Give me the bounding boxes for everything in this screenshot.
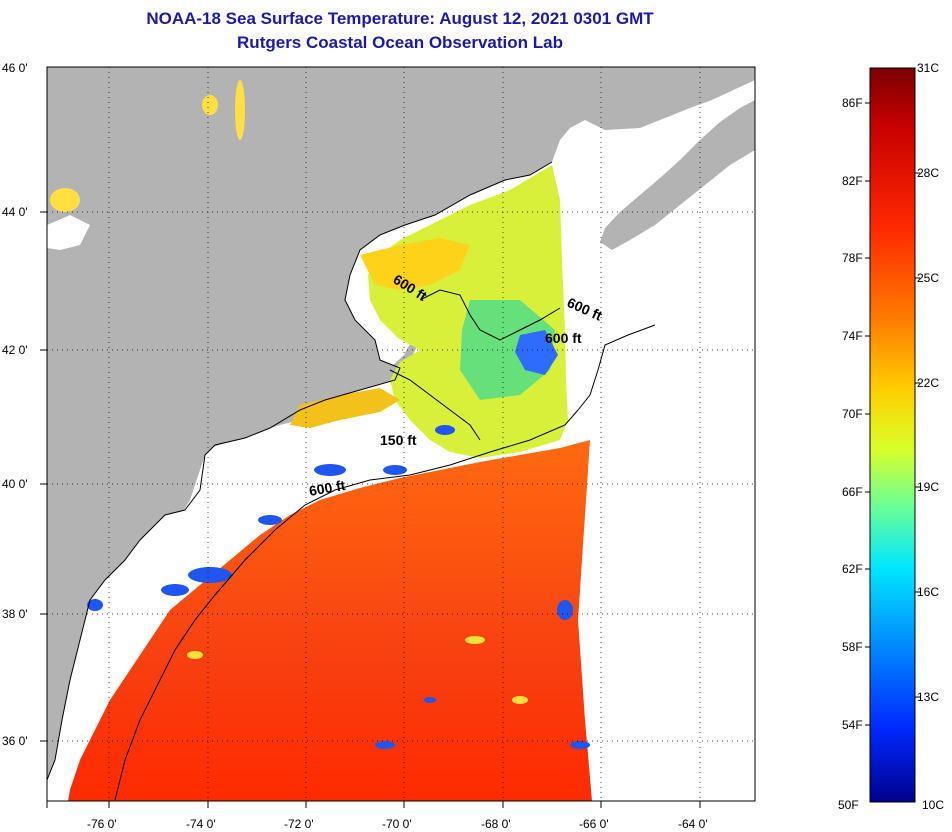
lon-label: -72 0' — [284, 817, 314, 831]
lat-label: 36 0' — [2, 734, 28, 748]
sst-coastal-yellow — [290, 388, 400, 428]
lon-label: -64 0' — [678, 817, 708, 831]
land-cape-cod — [392, 340, 418, 372]
c-label: 19C — [917, 480, 939, 494]
c-label: 13C — [917, 690, 939, 704]
grid-lines — [47, 67, 755, 801]
axis-ticks — [40, 211, 701, 808]
contour-label-shelf-600: 600 ft — [308, 477, 347, 499]
sst-map: 600 ft 600 ft 600 ft 150 ft 600 ft 46 0'… — [2, 61, 756, 831]
lon-label: -76 0' — [87, 817, 117, 831]
lat-label: 38 0' — [2, 607, 28, 621]
sst-warm-water — [68, 440, 592, 801]
cloud-east — [735, 170, 755, 270]
f-label: 78F — [842, 251, 863, 265]
contour-line-offshore — [577, 324, 656, 411]
colorbar-gradient — [869, 67, 916, 803]
lon-label: -74 0' — [186, 817, 216, 831]
map-subtitle: Rutgers Coastal Ocean Observation Lab — [237, 33, 563, 52]
f-label: 66F — [842, 485, 863, 499]
lat-label: 44 0' — [2, 205, 28, 219]
cloud-land — [47, 215, 90, 250]
f-label: 54F — [842, 718, 863, 732]
latitude-labels: 46 0' 44 0' 42 0' 40 0' 38 0' 36 0' — [2, 61, 28, 748]
contour-label-shelf-150: 150 ft — [380, 432, 417, 448]
lon-label: -70 0' — [382, 817, 412, 831]
land-nova-scotia — [600, 100, 755, 250]
c-label: 28C — [917, 166, 939, 180]
c-label: 25C — [917, 271, 939, 285]
longitude-labels: -76 0' -74 0' -72 0' -70 0' -68 0' -66 0… — [87, 817, 708, 831]
lon-label: -66 0' — [579, 817, 609, 831]
sst-warm-specks — [50, 80, 528, 704]
lat-label: 42 0' — [2, 343, 28, 357]
colorbar-ticks — [865, 102, 920, 726]
depth-contours — [114, 289, 656, 801]
lat-label: 40 0' — [2, 477, 28, 491]
map-title: NOAA-18 Sea Surface Temperature: August … — [146, 9, 654, 28]
colorbar-min-label: 50F — [838, 798, 859, 812]
f-label: 74F — [842, 329, 863, 343]
sst-yellow-band — [360, 238, 470, 290]
cloud-coastal — [95, 428, 330, 700]
land-mainland — [47, 67, 755, 780]
lon-label: -68 0' — [481, 817, 511, 831]
celsius-labels: 28C 25C 22C 19C 16C 13C — [917, 166, 939, 704]
temperature-colorbar: 31C 50F 10C 86F 82F 78F 74F 70F 66F 62F … — [838, 61, 944, 812]
c-label: 22C — [917, 376, 939, 390]
contour-line-inner — [389, 369, 481, 441]
lat-label: 46 0' — [2, 61, 28, 75]
c-label: 16C — [917, 585, 939, 599]
f-label: 86F — [842, 96, 863, 110]
f-label: 58F — [842, 640, 863, 654]
fahrenheit-labels: 86F 82F 78F 74F 70F 66F 62F 58F 54F — [842, 96, 863, 732]
sst-cool-blobs — [87, 425, 590, 749]
colorbar-top-label: 31C — [917, 61, 939, 75]
f-label: 82F — [842, 174, 863, 188]
contour-line-gom — [419, 289, 561, 341]
sst-blue-patch — [515, 330, 558, 375]
colorbar-max-label: 10C — [922, 798, 944, 812]
contour-label-georges: 600 ft — [545, 330, 582, 346]
contour-line-shelf — [114, 409, 579, 801]
coastline — [47, 161, 553, 781]
f-label: 62F — [842, 562, 863, 576]
frame-border — [46, 66, 756, 802]
f-label: 70F — [842, 407, 863, 421]
